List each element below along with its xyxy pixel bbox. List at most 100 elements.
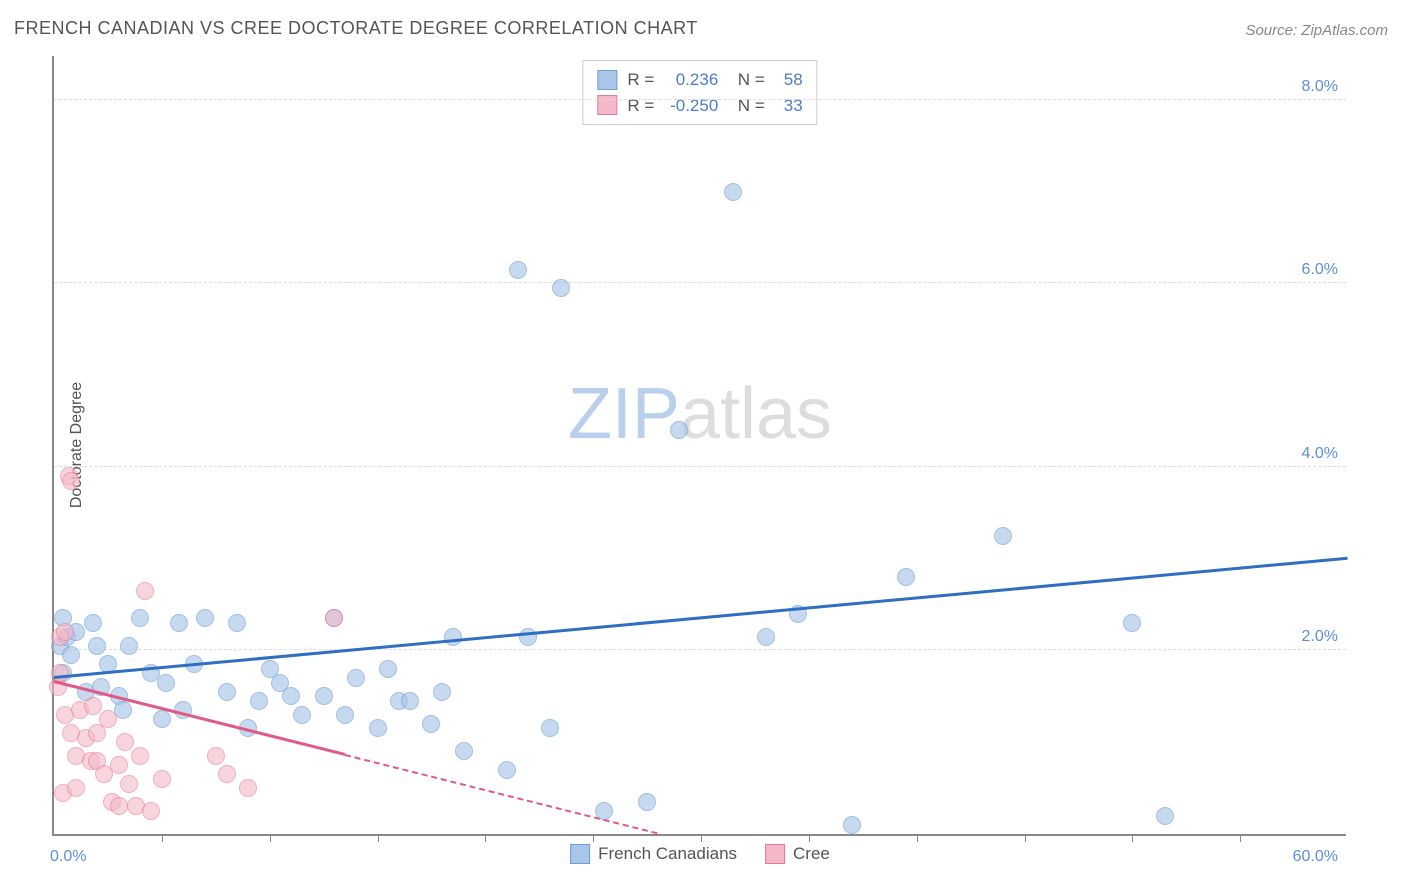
scatter-point: [897, 568, 915, 586]
chart-source: Source: ZipAtlas.com: [1245, 22, 1388, 39]
watermark: ZIPatlas: [568, 373, 832, 455]
scatter-point: [136, 582, 154, 600]
x-tick: [809, 834, 810, 842]
x-tick-label-max: 60.0%: [1293, 848, 1338, 866]
scatter-point: [131, 609, 149, 627]
stats-row: R =-0.250 N =33: [597, 93, 802, 119]
scatter-point: [401, 692, 419, 710]
scatter-point: [142, 802, 160, 820]
scatter-point: [99, 710, 117, 728]
stats-row: R = 0.236 N = 58: [597, 67, 802, 93]
r-label: R =: [627, 93, 654, 119]
legend-swatch: [765, 844, 785, 864]
scatter-point: [84, 614, 102, 632]
x-tick-label-min: 0.0%: [50, 848, 86, 866]
scatter-point: [153, 770, 171, 788]
scatter-point: [670, 421, 688, 439]
scatter-point: [88, 637, 106, 655]
scatter-point: [218, 765, 236, 783]
n-value: 58: [775, 67, 803, 93]
x-tick: [1240, 834, 1241, 842]
x-tick: [593, 834, 594, 842]
stats-legend-box: R =0.236 N =58R =-0.250 N =33: [582, 60, 817, 125]
scatter-point: [509, 261, 527, 279]
scatter-point: [84, 697, 102, 715]
scatter-point: [498, 761, 516, 779]
gridline: [54, 649, 1346, 650]
scatter-point: [228, 614, 246, 632]
scatter-point: [552, 279, 570, 297]
gridline: [54, 282, 1346, 283]
scatter-point: [207, 747, 225, 765]
scatter-point: [519, 628, 537, 646]
scatter-point: [67, 779, 85, 797]
scatter-point: [724, 183, 742, 201]
r-value: 0.236: [664, 67, 718, 93]
legend-item: Cree: [765, 844, 830, 864]
scatter-point: [347, 669, 365, 687]
scatter-point: [110, 797, 128, 815]
gridline: [54, 99, 1346, 100]
correlation-chart: FRENCH CANADIAN VS CREE DOCTORATE DEGREE…: [0, 0, 1406, 892]
y-tick-label: 8.0%: [1302, 78, 1338, 96]
scatter-point: [62, 472, 80, 490]
y-tick-label: 4.0%: [1302, 445, 1338, 463]
scatter-point: [843, 816, 861, 834]
x-tick: [270, 834, 271, 842]
scatter-point: [282, 687, 300, 705]
scatter-point: [239, 779, 257, 797]
scatter-point: [131, 747, 149, 765]
scatter-point: [444, 628, 462, 646]
scatter-point: [541, 719, 559, 737]
r-label: R =: [627, 67, 654, 93]
y-tick-label: 6.0%: [1302, 261, 1338, 279]
scatter-point: [1156, 807, 1174, 825]
n-value: 33: [775, 93, 803, 119]
plot-area: Doctorate Degree ZIPatlas R =0.236 N =58…: [52, 56, 1346, 836]
x-tick: [162, 834, 163, 842]
n-label: N =: [728, 67, 764, 93]
watermark-zip: ZIP: [568, 374, 680, 454]
scatter-point: [455, 742, 473, 760]
legend-label: Cree: [793, 844, 830, 864]
scatter-point: [250, 692, 268, 710]
chart-title: FRENCH CANADIAN VS CREE DOCTORATE DEGREE…: [14, 18, 698, 39]
scatter-point: [218, 683, 236, 701]
trend-line: [54, 556, 1348, 678]
y-tick-label: 2.0%: [1302, 628, 1338, 646]
scatter-point: [994, 527, 1012, 545]
scatter-point: [315, 687, 333, 705]
legend-item: French Canadians: [570, 844, 737, 864]
legend-swatch: [570, 844, 590, 864]
scatter-point: [110, 756, 128, 774]
scatter-point: [56, 623, 74, 641]
scatter-point: [62, 646, 80, 664]
scatter-point: [293, 706, 311, 724]
scatter-point: [170, 614, 188, 632]
scatter-point: [120, 775, 138, 793]
scatter-point: [196, 609, 214, 627]
bottom-legend: French Canadians Cree: [570, 844, 830, 864]
scatter-point: [120, 637, 138, 655]
legend-label: French Canadians: [598, 844, 737, 864]
scatter-point: [757, 628, 775, 646]
x-tick: [1132, 834, 1133, 842]
x-tick: [378, 834, 379, 842]
scatter-point: [638, 793, 656, 811]
scatter-point: [422, 715, 440, 733]
n-label: N =: [728, 93, 764, 119]
gridline: [54, 466, 1346, 467]
scatter-point: [157, 674, 175, 692]
legend-swatch: [597, 70, 617, 90]
scatter-point: [433, 683, 451, 701]
x-tick: [485, 834, 486, 842]
scatter-point: [153, 710, 171, 728]
scatter-point: [1123, 614, 1141, 632]
scatter-point: [325, 609, 343, 627]
scatter-point: [379, 660, 397, 678]
x-tick: [701, 834, 702, 842]
scatter-point: [336, 706, 354, 724]
x-tick: [1025, 834, 1026, 842]
x-tick: [917, 834, 918, 842]
watermark-atlas: atlas: [680, 374, 832, 454]
